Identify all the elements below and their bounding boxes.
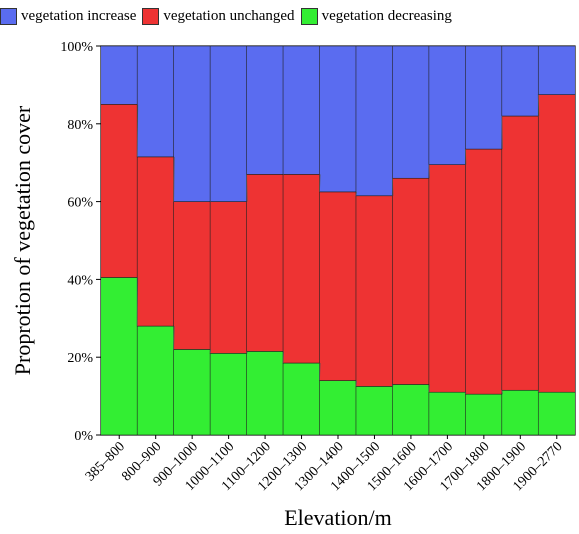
legend-label-increase: vegetation increase (21, 7, 137, 24)
legend-swatch-increase (0, 7, 17, 25)
legend-item-decreasing: vegetation decreasing (300, 7, 452, 25)
bar-vegetation-increase-2 (173, 45, 211, 202)
bar-vegetation-unchanged-10 (465, 148, 503, 395)
bar-vegetation-increase-5 (282, 45, 321, 175)
connector-line (355, 191, 357, 196)
bar-vegetation-increase-11 (501, 45, 540, 117)
bar-vegetation-decreasing-5 (282, 362, 321, 436)
legend-label-unchanged: vegetation unchanged (163, 7, 295, 24)
legend-swatch-unchanged (142, 7, 160, 25)
bar-vegetation-decreasing-1 (136, 325, 175, 436)
y-tick-label: 80% (67, 118, 93, 133)
connector-line (428, 384, 430, 393)
bar-vegetation-increase-6 (319, 45, 357, 193)
x-tick-label: 385–800 (83, 439, 128, 484)
y-tick-label: 40% (67, 273, 93, 288)
bar-vegetation-increase-10 (465, 45, 503, 150)
connector-line (464, 149, 467, 165)
y-tick-label: 0% (74, 429, 93, 444)
bar-vegetation-decreasing-8 (392, 384, 430, 436)
bar-vegetation-unchanged-4 (246, 174, 284, 352)
connector-line (136, 277, 139, 327)
bar-vegetation-unchanged-8 (392, 177, 430, 385)
connector-line (319, 174, 321, 192)
y-axis-title: Proprotion of vegetation cover (10, 105, 35, 375)
bar-vegetation-unchanged-5 (282, 174, 321, 364)
bar-vegetation-unchanged-9 (428, 164, 467, 393)
connector-line (392, 384, 394, 387)
connector-line (136, 104, 139, 157)
bar-vegetation-decreasing-3 (209, 353, 248, 436)
connector-line (537, 94, 540, 117)
bar-vegetation-unchanged-0 (100, 104, 139, 278)
legend-label-decreasing: vegetation decreasing (321, 7, 452, 24)
bar-vegetation-decreasing-0 (100, 277, 139, 436)
bar-vegetation-unchanged-3 (209, 201, 248, 354)
bar-vegetation-decreasing-7 (355, 386, 394, 436)
legend: vegetation increase vegetation unchanged… (0, 6, 458, 26)
legend-item-increase: vegetation increase (0, 7, 137, 25)
connector-line (173, 156, 175, 202)
bar-vegetation-unchanged-7 (355, 195, 394, 387)
connector-line (355, 380, 357, 387)
connector-line (464, 392, 467, 395)
bar-vegetation-decreasing-12 (537, 391, 576, 436)
legend-swatch-decreasing (300, 7, 318, 25)
bar-vegetation-increase-3 (209, 45, 248, 202)
x-axis-title: Elevation/m (284, 505, 392, 530)
connector-line (282, 351, 284, 364)
bar-vegetation-increase-7 (355, 45, 394, 197)
bar-vegetation-decreasing-2 (173, 349, 211, 436)
connector-line (173, 326, 175, 350)
connector-line (501, 116, 503, 150)
bar-vegetation-unchanged-12 (537, 94, 576, 393)
bar-vegetation-unchanged-1 (136, 156, 175, 327)
bar-vegetation-decreasing-6 (319, 380, 357, 436)
connector-line (537, 390, 540, 393)
bar-vegetation-increase-1 (136, 45, 175, 158)
connector-line (501, 390, 503, 395)
y-tick-label: 100% (60, 40, 93, 55)
legend-item-unchanged: vegetation unchanged (142, 7, 295, 25)
y-tick-label: 60% (67, 196, 93, 211)
connector-line (319, 363, 321, 381)
bar-vegetation-unchanged-6 (319, 191, 357, 381)
bar-vegetation-increase-4 (246, 45, 284, 175)
connector-line (246, 174, 248, 202)
bar-vegetation-increase-0 (100, 45, 139, 105)
connector-line (209, 349, 212, 354)
connector-line (246, 351, 248, 354)
bar-vegetation-increase-9 (428, 45, 467, 165)
bar-vegetation-decreasing-10 (465, 393, 503, 436)
y-tick-label: 20% (67, 351, 93, 366)
bar-vegetation-unchanged-11 (501, 115, 540, 391)
bar-vegetation-decreasing-9 (428, 391, 467, 436)
bar-vegetation-unchanged-2 (173, 201, 211, 350)
bar-vegetation-decreasing-4 (246, 351, 284, 436)
bar-vegetation-increase-12 (537, 45, 576, 95)
connector-line (392, 178, 394, 196)
bar-vegetation-decreasing-11 (501, 389, 540, 436)
bar-vegetation-increase-8 (392, 45, 430, 179)
connector-line (428, 164, 430, 179)
